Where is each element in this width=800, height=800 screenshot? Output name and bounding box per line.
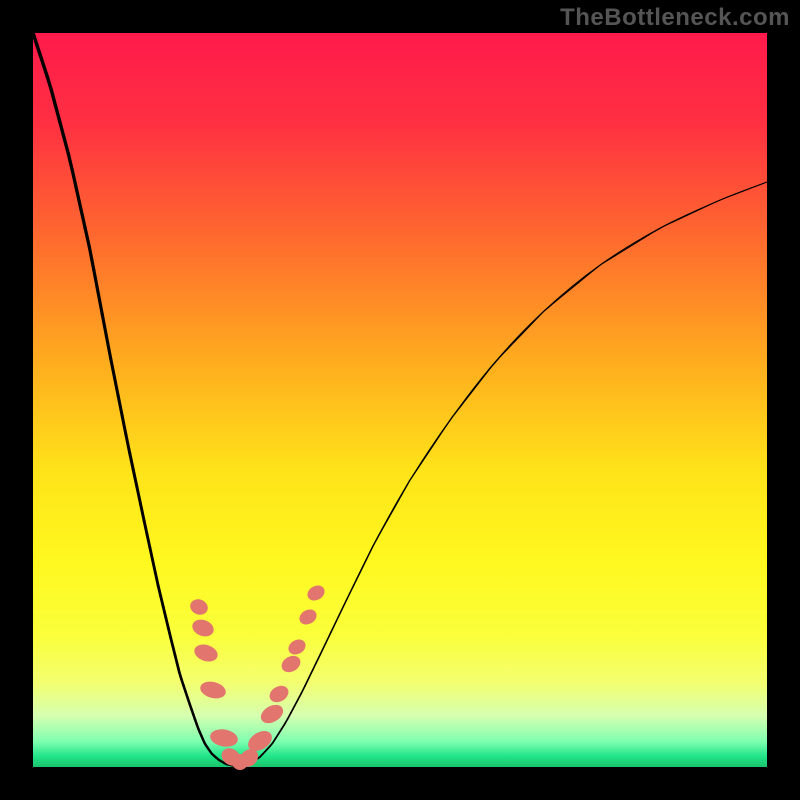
chart-canvas: TheBottleneck.com — [0, 0, 800, 800]
plot-background-gradient — [33, 33, 767, 767]
bottleneck-curve-chart — [0, 0, 800, 800]
